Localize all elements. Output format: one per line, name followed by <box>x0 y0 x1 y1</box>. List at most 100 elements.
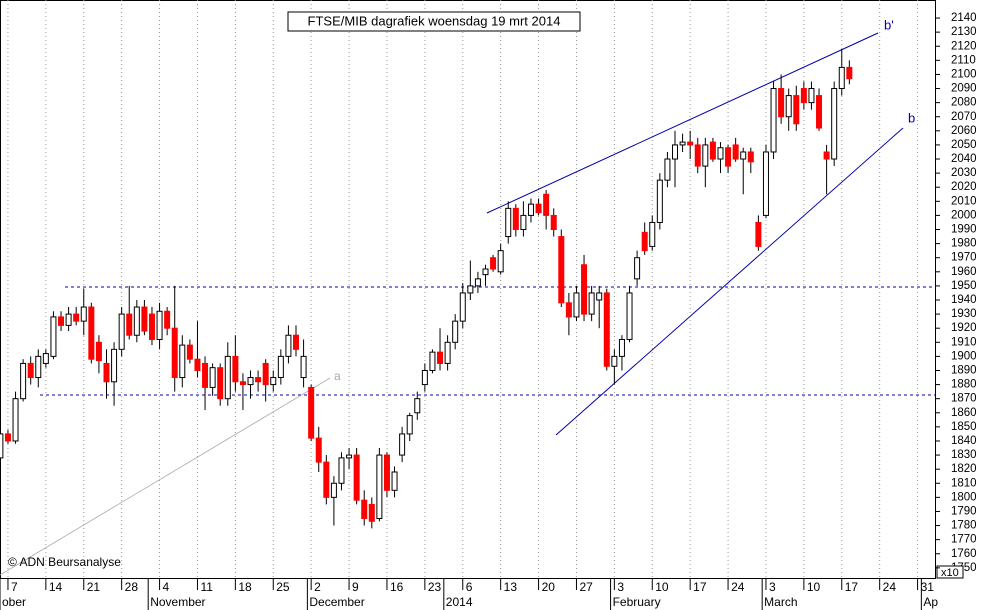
candle-body <box>596 292 603 301</box>
candle-body <box>20 362 27 400</box>
x-tick-label: 27 <box>579 580 593 594</box>
candle-body <box>656 179 663 223</box>
candle-body <box>452 320 459 343</box>
candle-body <box>838 66 845 90</box>
candle-body <box>315 437 322 463</box>
candle-body <box>573 292 580 318</box>
candle-body <box>414 398 421 414</box>
y-tick-label: 1830 <box>951 449 977 461</box>
candle-body <box>664 158 671 181</box>
candle-body <box>156 310 163 340</box>
candle-body <box>709 141 716 160</box>
x-tick-label: 13 <box>504 580 518 594</box>
candle-body <box>558 236 565 304</box>
month-label: ober <box>2 595 26 609</box>
candle-body <box>58 316 65 326</box>
y-tick-label: 1790 <box>951 505 977 517</box>
candle-body <box>800 88 807 104</box>
candle-body <box>823 151 830 160</box>
x-tick-label: 17 <box>845 580 859 594</box>
y-tick-label: 1940 <box>951 294 977 306</box>
y-tick-label: 2030 <box>951 167 977 179</box>
candle-body <box>634 257 641 280</box>
candle-body <box>505 207 512 238</box>
x-tick-label: 11 <box>200 580 213 594</box>
x-tick-label: 9 <box>352 580 359 594</box>
x-tick-label: 14 <box>49 580 63 594</box>
y-tick-label: 1820 <box>951 463 977 475</box>
candle-body <box>406 415 413 435</box>
trend-line-b <box>555 127 904 436</box>
candle-body <box>383 454 390 491</box>
candle-body <box>679 141 686 146</box>
month-label: 2014 <box>446 595 473 609</box>
y-tick-label: 2040 <box>951 153 977 165</box>
y-tick-label: 2130 <box>951 26 977 38</box>
candle-body <box>520 214 527 231</box>
candle-body <box>490 257 497 270</box>
candle-body <box>611 355 618 367</box>
x-tick-label: 17 <box>693 580 707 594</box>
y-tick-label: 2060 <box>951 125 977 137</box>
candle-body <box>512 207 519 231</box>
candle-body <box>755 221 762 247</box>
copyright: © ADN Beursanalyse <box>8 555 121 569</box>
candle-body <box>702 144 709 167</box>
y-tick-label: 1950 <box>951 280 977 292</box>
candle-body <box>95 341 102 362</box>
candle-body <box>27 362 34 379</box>
trend-line-b-prime <box>486 32 879 214</box>
y-tick-label: 2110 <box>951 54 976 66</box>
x-tick-label: 24 <box>883 580 897 594</box>
y-tick-label: 1770 <box>951 534 977 546</box>
candle-body <box>293 334 300 350</box>
candle-body <box>368 503 375 522</box>
y-tick-label: 1800 <box>951 491 977 503</box>
candle-body <box>732 144 739 160</box>
y-tick-label: 1860 <box>951 407 977 419</box>
x-tick-label: 16 <box>390 580 404 594</box>
candle-body <box>346 454 353 459</box>
candle-body <box>209 367 216 388</box>
candle-body <box>399 433 406 456</box>
candle-body <box>437 351 444 364</box>
x-tick-label: 3 <box>769 580 776 594</box>
candle-body <box>672 144 679 160</box>
candle-body <box>73 313 80 322</box>
candle-body <box>133 306 140 336</box>
y-tick-label: 2080 <box>951 97 977 109</box>
candle-body <box>232 355 239 383</box>
candle-body <box>111 348 118 383</box>
candle-body <box>224 355 231 400</box>
y-tick-label: 1920 <box>951 322 977 334</box>
candle-body <box>330 482 337 498</box>
candle-body <box>429 351 436 371</box>
y-tick-label: 1910 <box>951 336 977 348</box>
candle-body <box>338 457 345 484</box>
candle-body <box>444 341 451 364</box>
x-tick-label: 10 <box>655 580 669 594</box>
candles <box>0 49 853 529</box>
candle-body <box>323 461 330 498</box>
candle-body <box>88 306 95 360</box>
candle-body <box>550 214 557 231</box>
candle-body <box>361 499 368 520</box>
y-tick-label: 1960 <box>951 266 977 278</box>
y-tick-label: 2100 <box>951 68 977 80</box>
x-tick-label: 20 <box>542 580 556 594</box>
candle-body <box>543 193 550 216</box>
x-tick-label: 7 <box>11 580 18 594</box>
candle-body <box>171 327 178 379</box>
candle-body <box>421 369 428 386</box>
y-tick-label: 2070 <box>951 111 977 123</box>
candle-body <box>391 471 398 491</box>
candle-body <box>581 264 588 315</box>
x-tick-label: 3 <box>617 580 624 594</box>
candle-body <box>262 362 269 386</box>
candle-body <box>474 278 481 287</box>
month-label: February <box>613 595 661 609</box>
candle-body <box>565 302 572 318</box>
candle-body <box>459 292 466 322</box>
candle-body <box>626 292 633 340</box>
